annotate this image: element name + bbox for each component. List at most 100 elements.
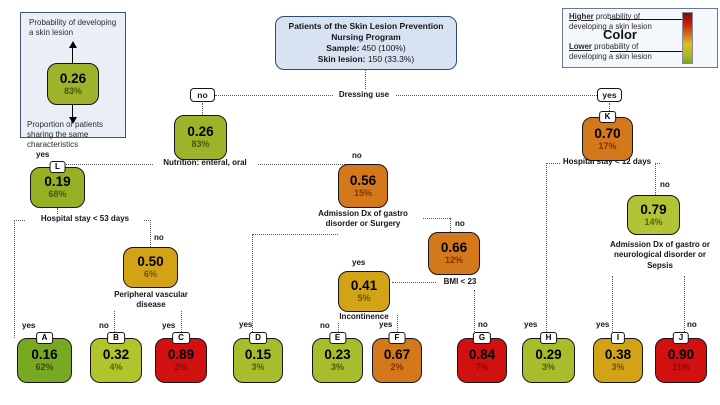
tree-node-0-50: 0.50 6% xyxy=(123,247,178,288)
branch-no: no xyxy=(455,219,465,228)
color-gradient-bar xyxy=(682,12,693,64)
node-percentage: 12% xyxy=(444,255,463,266)
node-percentage: 11% xyxy=(672,362,690,373)
tree-node-H: H 0.29 3% xyxy=(522,332,575,383)
node-percentage: 3% xyxy=(251,362,265,373)
node-percentage: 5% xyxy=(357,293,371,304)
node-letter-tag: H xyxy=(539,332,558,344)
node-percentage: 3% xyxy=(541,362,555,373)
split-admission-gastro-neuro-sepsis: Admission Dx of gastro or neurological d… xyxy=(600,240,720,272)
root-skin-lesion: Skin lesion: 150 (33.3%) xyxy=(317,54,415,65)
root-sample: Sample: 450 (100%) xyxy=(326,43,406,53)
legend-color-title: Color xyxy=(603,27,637,42)
connector xyxy=(546,163,547,338)
branch-no: no xyxy=(320,321,330,330)
node-percentage: 68% xyxy=(48,189,67,200)
tree-node-C: C 0.89 2% xyxy=(155,332,207,383)
arrow-down-line xyxy=(72,105,73,118)
arrow-up-line xyxy=(72,47,73,63)
node-probability: 0.41 xyxy=(350,278,378,294)
branch-no: no xyxy=(154,233,164,242)
pointer-line-lower xyxy=(610,51,684,52)
node-probability: 0.56 xyxy=(349,172,377,188)
node-percentage: 14% xyxy=(644,216,663,227)
tree-node-K: K 0.70 17% xyxy=(582,111,633,161)
tree-node-G: G 0.84 7% xyxy=(457,332,507,383)
node-letter-tag: B xyxy=(107,332,125,344)
connector xyxy=(652,163,660,164)
connector xyxy=(114,294,115,338)
tree-node-D: D 0.15 3% xyxy=(233,332,283,383)
legend-example-node: 0.26 83% xyxy=(47,63,99,105)
tree-node-0-41: 0.41 5% xyxy=(338,271,390,312)
node-probability: 0.67 xyxy=(383,347,411,363)
branch-no: no xyxy=(99,321,109,330)
tree-node-B: B 0.32 4% xyxy=(90,332,142,383)
tree-node-L: L 0.19 68% xyxy=(30,161,85,208)
split-hospital-stay-12: Hospital stay < 12 days xyxy=(560,157,654,168)
connector xyxy=(450,218,451,232)
connector xyxy=(392,282,436,283)
connector xyxy=(655,163,656,195)
split-bmi: BMI < 23 xyxy=(437,277,483,288)
connector xyxy=(474,290,475,338)
legend-lower-label: Lower probability of developing a skin l… xyxy=(569,42,652,61)
node-probability: 0.23 xyxy=(324,347,351,363)
root-node: Patients of the Skin Lesion Prevention N… xyxy=(275,16,457,70)
tree-node-J: J 0.90 11% xyxy=(655,332,707,383)
node-percentage: 62% xyxy=(35,362,54,373)
branch-yes: yes xyxy=(379,320,393,329)
legend-probability-label: Probability of developing a skin lesion xyxy=(29,18,117,37)
node-probability: 0.90 xyxy=(667,347,695,363)
root-title: Patients of the Skin Lesion Prevention N… xyxy=(288,20,444,42)
branch-no-box: no xyxy=(190,88,215,102)
branch-yes: yes xyxy=(162,321,176,330)
connector xyxy=(609,103,610,113)
split-admission-gastro-surgery: Admission Dx of gastro disorder or Surge… xyxy=(304,209,422,230)
node-letter-tag: J xyxy=(672,332,690,344)
split-hospital-stay-53: Hospital stay < 53 days xyxy=(26,214,144,225)
node-percentage: 17% xyxy=(598,140,617,151)
connector xyxy=(397,218,450,219)
node-percentage: 7% xyxy=(475,362,489,373)
node-probability: 0.26 xyxy=(59,70,87,86)
node-probability: 0.38 xyxy=(604,347,632,363)
node-probability: 0.89 xyxy=(167,347,195,363)
tree-node-F: F 0.67 2% xyxy=(372,332,422,383)
tree-node-A: A 0.16 62% xyxy=(17,332,72,383)
node-probability: 0.26 xyxy=(187,124,214,140)
node-probability: 0.84 xyxy=(468,347,496,363)
connector xyxy=(684,276,685,338)
arrow-up-icon xyxy=(69,41,77,48)
tree-node-0-79: 0.79 14% xyxy=(627,195,680,235)
node-probability: 0.16 xyxy=(31,347,58,363)
node-probability: 0.70 xyxy=(594,125,621,141)
node-percentage: 6% xyxy=(143,269,157,280)
node-percentage: 3% xyxy=(611,362,625,373)
node-percentage: 2% xyxy=(390,362,404,373)
node-percentage: 2% xyxy=(174,362,188,373)
legend-node-explanation: Probability of developing a skin lesion … xyxy=(20,12,126,149)
node-letter-tag: C xyxy=(172,332,190,344)
branch-no: no xyxy=(352,151,362,160)
branch-yes-box: yes xyxy=(597,88,622,102)
pointer-line-higher xyxy=(610,19,684,20)
node-probability: 0.79 xyxy=(640,201,667,217)
node-percentage: 83% xyxy=(191,139,210,150)
node-percentage: 15% xyxy=(353,187,372,198)
connector xyxy=(202,103,203,115)
connector xyxy=(612,276,613,338)
connector xyxy=(252,234,253,338)
branch-yes: yes xyxy=(239,320,253,329)
connector xyxy=(150,220,151,247)
node-probability: 0.15 xyxy=(244,347,272,363)
split-incontinence: Incontinence xyxy=(337,312,391,323)
connector xyxy=(215,95,597,96)
connector xyxy=(181,294,182,338)
branch-yes: yes xyxy=(36,150,50,159)
connector xyxy=(397,315,398,338)
branch-yes: yes xyxy=(524,320,538,329)
split-nutrition: Nutrition: enteral, oral xyxy=(153,158,257,169)
node-letter-tag: K xyxy=(598,111,617,123)
node-probability: 0.32 xyxy=(102,347,130,363)
